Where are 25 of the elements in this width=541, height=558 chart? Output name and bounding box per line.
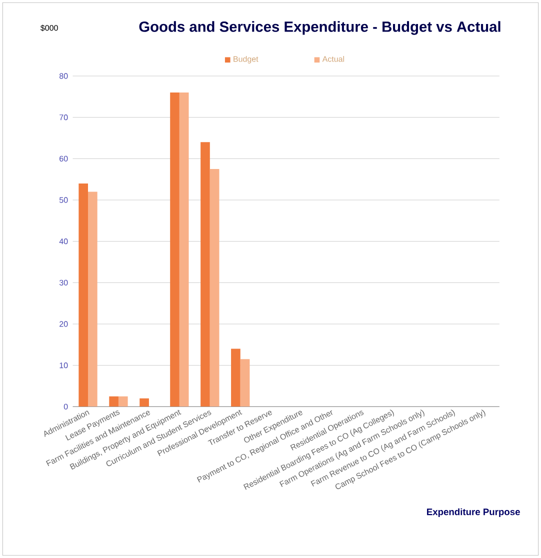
x-axis-title: Expenditure Purpose (427, 508, 520, 518)
y-tick-label: 60 (60, 156, 68, 162)
bar (200, 142, 210, 407)
y-tick-label: 70 (60, 114, 68, 120)
legend-label: Budget (234, 56, 258, 64)
y-tick-label: 30 (59, 280, 68, 286)
bar (140, 398, 149, 407)
text: $000 (40, 24, 58, 32)
bar (179, 92, 189, 407)
y-tick-label: 0 (64, 404, 68, 410)
y-tick-label: 10 (60, 362, 68, 368)
legend-label: Actual (322, 56, 344, 62)
bar (170, 92, 180, 407)
y-tick-label: 50 (59, 197, 68, 203)
bar (118, 396, 128, 407)
y-tick-label: 40 (59, 238, 68, 244)
bar (210, 169, 220, 407)
y-tick-label: 20 (60, 321, 68, 327)
bar (78, 183, 88, 407)
bar (231, 348, 240, 407)
y-tick-label: 80 (60, 73, 68, 79)
chart-title: Goods and Services Expenditure - Budget vs Actual (139, 21, 500, 35)
bar (109, 396, 118, 407)
bar (88, 192, 98, 407)
bar (240, 359, 250, 407)
